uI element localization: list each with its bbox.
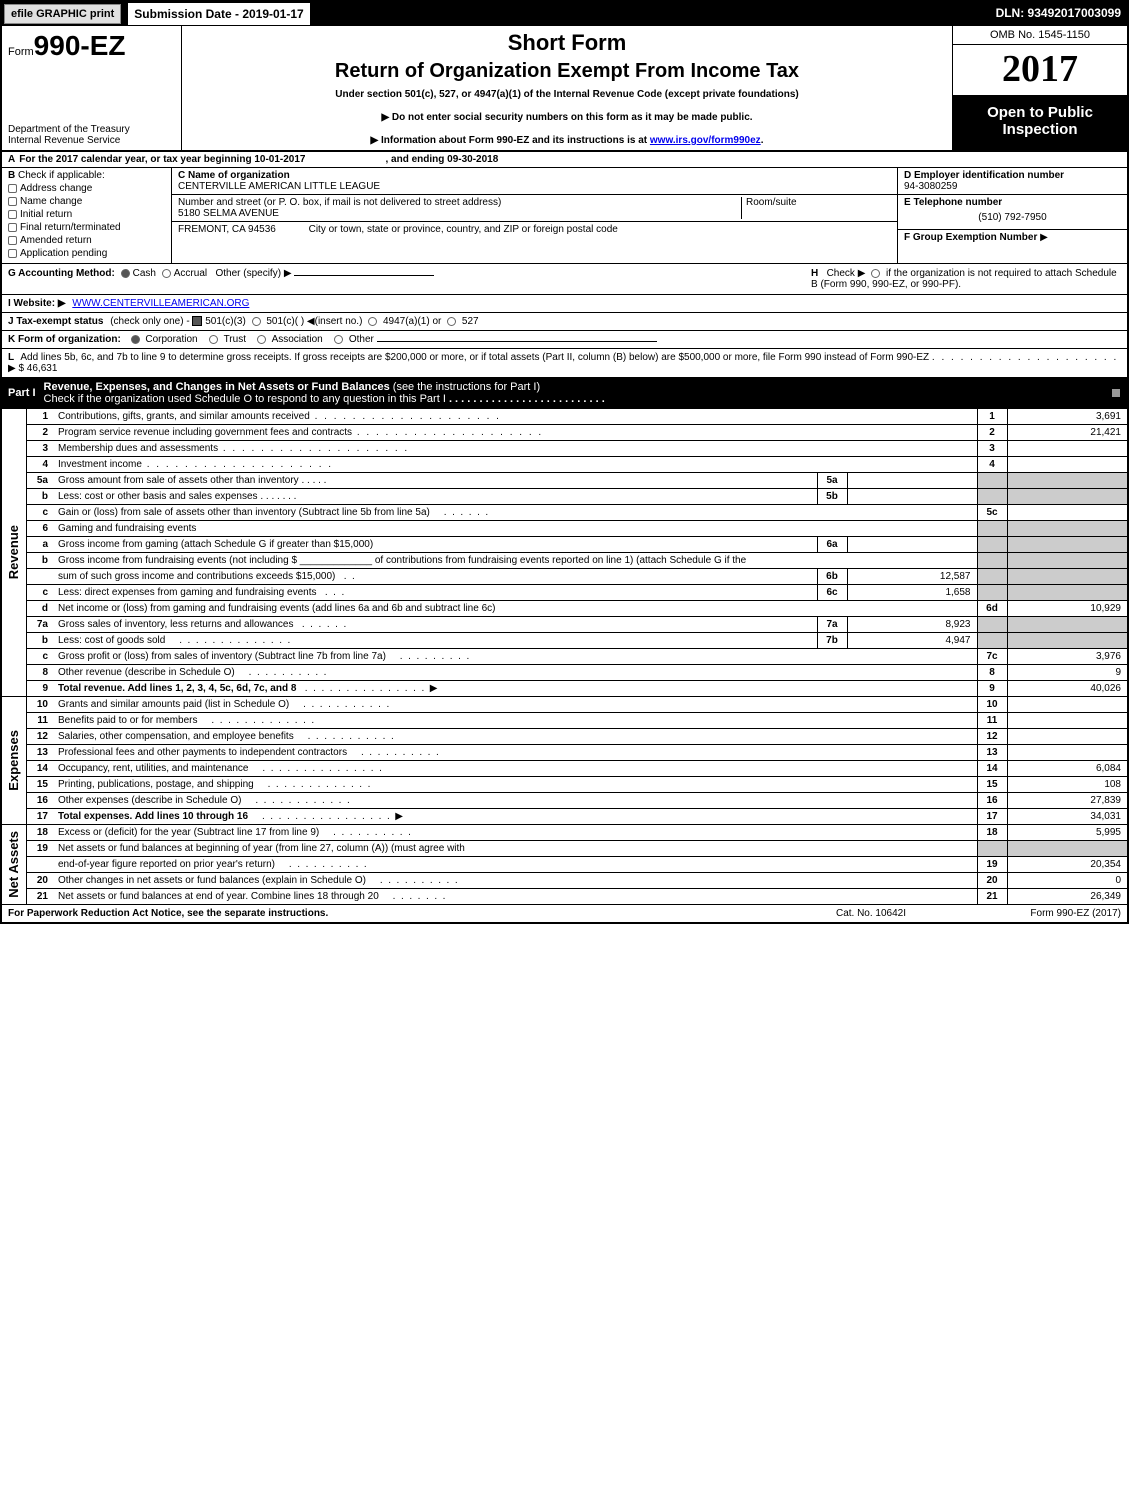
organization-name: CENTERVILLE AMERICAN LITTLE LEAGUE (178, 181, 891, 192)
column-b-checkboxes: B Check if applicable: Address change Na… (2, 168, 172, 263)
radio-cash[interactable] (121, 269, 130, 278)
form-title: Return of Organization Exempt From Incom… (188, 60, 946, 83)
check-501c3[interactable] (192, 316, 202, 326)
phone-block: E Telephone number (510) 792-7950 (898, 195, 1127, 230)
header-right: OMB No. 1545-1150 2017 Open to Public In… (952, 26, 1127, 150)
department-label: Department of the Treasury Internal Reve… (8, 124, 175, 146)
check-initial-return[interactable]: Initial return (8, 209, 165, 220)
website-row: I Website: ▶ WWW.CENTERVILLEAMERICAN.ORG (2, 295, 1127, 313)
label-a: A (8, 154, 15, 165)
check-name-change[interactable]: Name change (8, 196, 165, 207)
submission-date: Submission Date - 2019-01-17 (127, 2, 310, 26)
form-prefix: Form (8, 46, 34, 58)
check-amended-return[interactable]: Amended return (8, 235, 165, 246)
phone-value: (510) 792-7950 (904, 208, 1121, 227)
footer-catalog-no: Cat. No. 10642I (771, 908, 971, 919)
radio-corporation[interactable] (131, 335, 140, 344)
address-block: Number and street (or P. O. box, if mail… (172, 195, 897, 222)
form-subtitle: Under section 501(c), 527, or 4947(a)(1)… (188, 89, 946, 100)
info-note: ▶ Information about Form 990-EZ and its … (188, 135, 946, 146)
form-page: efile GRAPHIC print Submission Date - 20… (0, 0, 1129, 924)
website-link[interactable]: WWW.CENTERVILLEAMERICAN.ORG (72, 298, 249, 309)
room-suite: Room/suite (741, 197, 891, 219)
section-bcdef: B Check if applicable: Address change Na… (2, 168, 1127, 264)
tax-exempt-status-row: J Tax-exempt status (check only one) - 5… (2, 313, 1127, 331)
omb-number: OMB No. 1545-1150 (953, 26, 1127, 45)
schedule-b-check: H Check ▶ if the organization is not req… (811, 268, 1121, 290)
row-a-tax-year: A For the 2017 calendar year, or tax yea… (2, 152, 1127, 168)
check-4947[interactable] (368, 317, 377, 326)
net-assets-side-label: Net Assets (2, 825, 26, 905)
gross-receipts-amount: ▶ $ 46,631 (8, 363, 57, 374)
ssn-warning: ▶ Do not enter social security numbers o… (188, 112, 946, 123)
city-state-zip: FREMONT, CA 94536 (178, 224, 276, 235)
check-501c[interactable] (252, 317, 261, 326)
dln-label: DLN: 93492017003099 (990, 2, 1127, 26)
radio-other-org[interactable] (334, 335, 343, 344)
open-to-public: Open to Public Inspection (953, 96, 1127, 150)
radio-accrual[interactable] (162, 269, 171, 278)
label-b: B (8, 170, 15, 181)
check-527[interactable] (447, 317, 456, 326)
street-address: 5180 SELMA AVENUE (178, 208, 737, 219)
form-header: Form990-EZ Department of the Treasury In… (2, 26, 1127, 152)
footer-form-no: Form 990-EZ (2017) (971, 908, 1121, 919)
check-final-return[interactable]: Final return/terminated (8, 222, 165, 233)
ein-value: 94-3080259 (904, 181, 1121, 192)
section-gh: G Accounting Method: Cash Accrual Other … (2, 264, 1127, 295)
column-c-org-info: C Name of organization CENTERVILLE AMERI… (172, 168, 897, 263)
line-1-num: 1 (26, 409, 54, 425)
check-schedule-o[interactable] (1111, 388, 1121, 398)
tax-year: 2017 (953, 45, 1127, 96)
radio-association[interactable] (257, 335, 266, 344)
header-middle: Short Form Return of Organization Exempt… (182, 26, 952, 150)
radio-trust[interactable] (209, 335, 218, 344)
check-application-pending[interactable]: Application pending (8, 248, 165, 259)
revenue-side-label: Revenue (2, 409, 26, 697)
page-footer: For Paperwork Reduction Act Notice, see … (2, 904, 1127, 922)
accounting-method: G Accounting Method: Cash Accrual Other … (8, 268, 811, 290)
part-1-header: Part I Revenue, Expenses, and Changes in… (2, 378, 1127, 408)
group-exemption-block: F Group Exemption Number ▶ (898, 230, 1127, 263)
gross-receipts-row: L Add lines 5b, 6c, and 7b to line 9 to … (2, 349, 1127, 378)
check-address-change[interactable]: Address change (8, 183, 165, 194)
check-h[interactable] (871, 269, 880, 278)
part1-table: Revenue 1 Contributions, gifts, grants, … (2, 408, 1127, 904)
expenses-side-label: Expenses (2, 697, 26, 825)
line-1-colv: 3,691 (1007, 409, 1127, 425)
short-form-label: Short Form (188, 30, 946, 56)
efile-print-button[interactable]: efile GRAPHIC print (4, 4, 121, 24)
header-left: Form990-EZ Department of the Treasury In… (2, 26, 182, 150)
city-block: FREMONT, CA 94536 City or town, state or… (172, 222, 897, 263)
top-bar: efile GRAPHIC print Submission Date - 20… (2, 2, 1127, 26)
footer-paperwork-notice: For Paperwork Reduction Act Notice, see … (8, 908, 771, 919)
line-1-coln: 1 (977, 409, 1007, 425)
ein-block: D Employer identification number 94-3080… (898, 168, 1127, 195)
irs-link[interactable]: www.irs.gov/form990ez (650, 135, 761, 146)
form-number: 990-EZ (34, 30, 126, 61)
column-def: D Employer identification number 94-3080… (897, 168, 1127, 263)
line-1-desc: Contributions, gifts, grants, and simila… (54, 409, 977, 425)
form-of-org-row: K Form of organization: Corporation Trus… (2, 331, 1127, 349)
org-name-block: C Name of organization CENTERVILLE AMERI… (172, 168, 897, 195)
